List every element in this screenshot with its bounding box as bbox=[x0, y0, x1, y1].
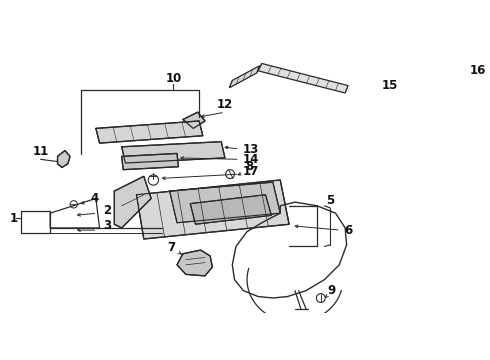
Text: 12: 12 bbox=[217, 98, 233, 111]
Text: 17: 17 bbox=[243, 165, 259, 177]
Text: 8: 8 bbox=[245, 160, 253, 173]
Polygon shape bbox=[136, 180, 289, 239]
Polygon shape bbox=[122, 153, 178, 170]
Polygon shape bbox=[96, 121, 203, 143]
Text: 9: 9 bbox=[328, 284, 336, 297]
Polygon shape bbox=[229, 66, 260, 88]
Text: 2: 2 bbox=[103, 204, 111, 217]
Polygon shape bbox=[190, 195, 271, 224]
Text: 13: 13 bbox=[243, 143, 259, 156]
Text: 4: 4 bbox=[90, 192, 98, 205]
Text: 16: 16 bbox=[470, 64, 486, 77]
Text: 11: 11 bbox=[32, 145, 49, 158]
Polygon shape bbox=[183, 112, 205, 129]
Polygon shape bbox=[170, 182, 280, 223]
Polygon shape bbox=[177, 250, 212, 276]
Text: 5: 5 bbox=[326, 194, 335, 207]
Text: 1: 1 bbox=[9, 212, 17, 225]
Polygon shape bbox=[57, 150, 70, 167]
Text: 15: 15 bbox=[381, 79, 397, 92]
Polygon shape bbox=[114, 176, 151, 228]
Text: 14: 14 bbox=[243, 153, 259, 166]
Text: 3: 3 bbox=[103, 219, 111, 232]
Text: 7: 7 bbox=[167, 241, 175, 255]
Polygon shape bbox=[122, 141, 225, 163]
Text: 6: 6 bbox=[344, 224, 352, 237]
Polygon shape bbox=[258, 63, 348, 93]
Text: 10: 10 bbox=[165, 72, 181, 85]
